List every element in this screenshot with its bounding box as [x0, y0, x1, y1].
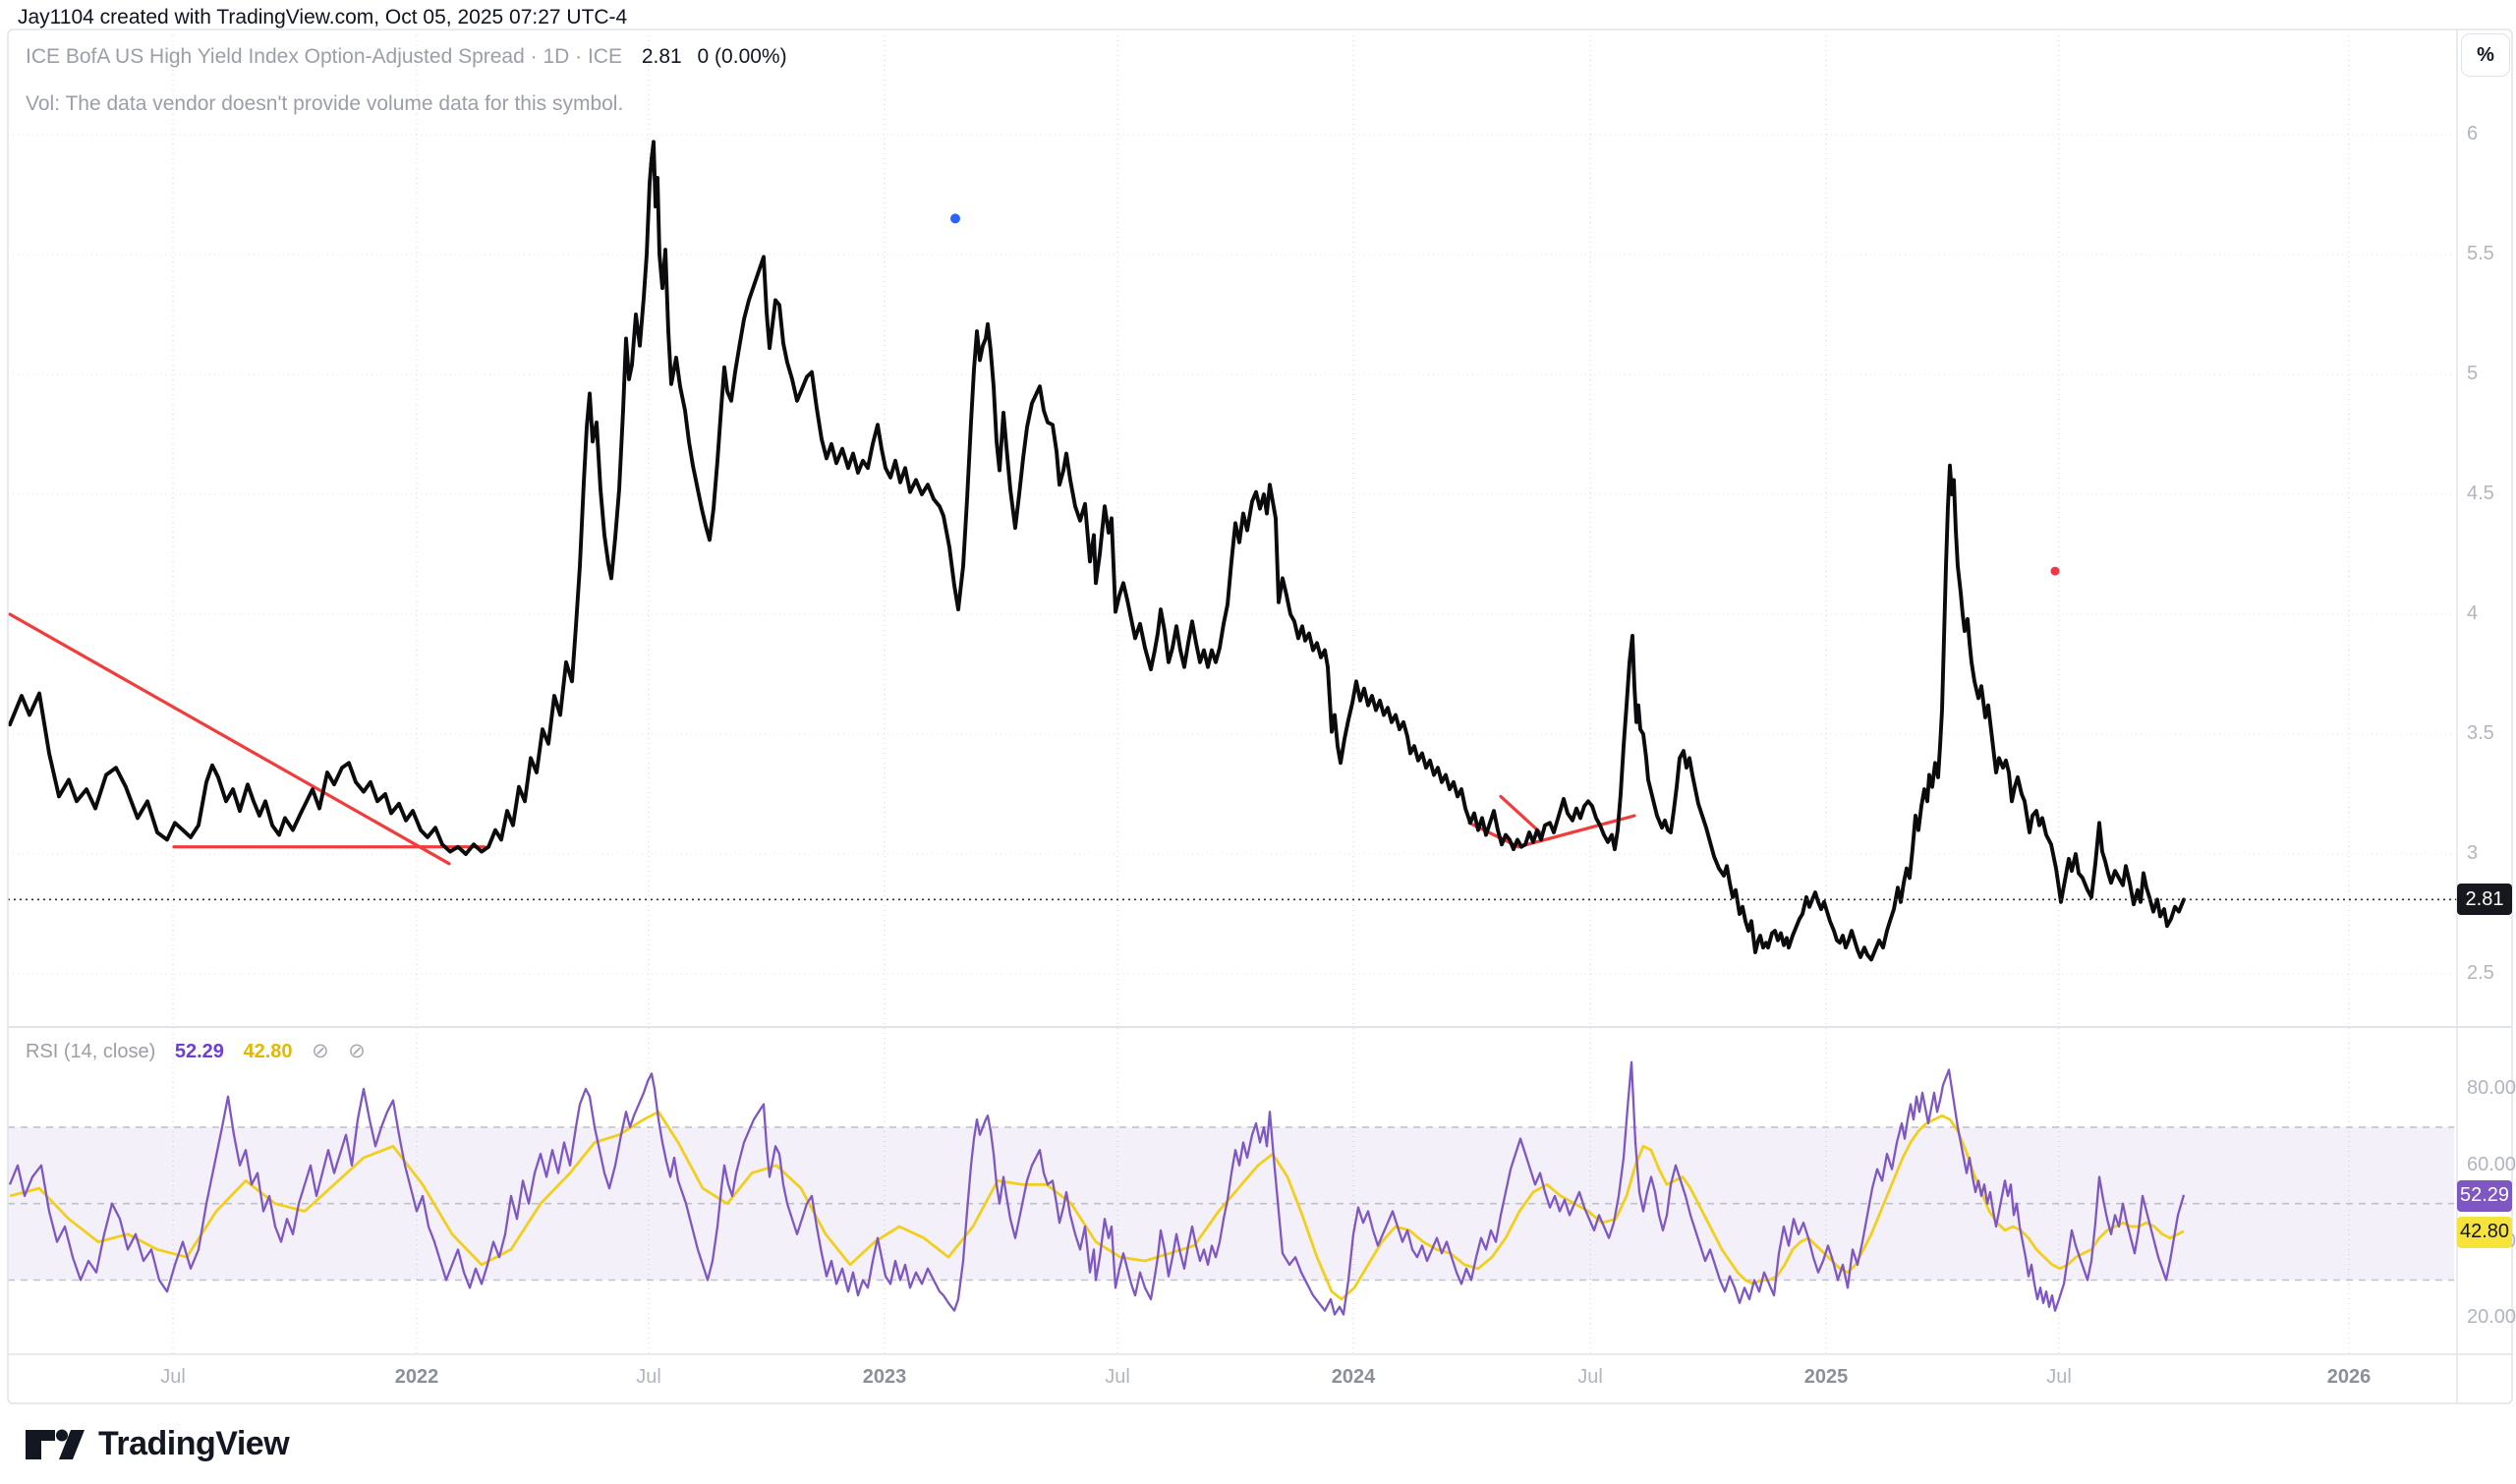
price-tick-label: 4 — [2467, 602, 2479, 624]
rsi-tick-label: 20.00 — [2467, 1306, 2516, 1329]
price-tick-label: 2.5 — [2467, 962, 2494, 984]
price-tick-label: 3 — [2467, 842, 2479, 864]
rsi-ma-value: 42.80 — [243, 1041, 293, 1062]
rsi-legend: RSI (14, close) 52.29 42.80 ⊘ ⊘ — [26, 1039, 366, 1063]
time-tick-label: Jul — [636, 1366, 661, 1388]
price-tick-label: 5.5 — [2467, 243, 2494, 264]
time-tick-label: Jul — [1577, 1366, 1603, 1388]
price-tick-label: 6 — [2467, 123, 2479, 144]
price-series-line — [8, 140, 2186, 962]
hide-rsi-ma-icon[interactable]: ⊘ — [348, 1040, 366, 1062]
price-tick-label: 4.5 — [2467, 483, 2494, 504]
rsi-value-badge: 42.80 — [2457, 1216, 2512, 1248]
hide-rsi-icon[interactable]: ⊘ — [312, 1040, 329, 1062]
time-tick-label: 2025 — [1803, 1366, 1849, 1388]
symbol-change: 0 (0.00%) — [697, 45, 787, 68]
time-tick-label: 2022 — [394, 1366, 439, 1388]
rsi-ma-line — [9, 1110, 2185, 1301]
tradingview-logo-text: TradingView — [98, 1425, 290, 1462]
rsi-line — [8, 1060, 2186, 1316]
last-price-badge: 2.81 — [2457, 884, 2512, 916]
time-tick-label: 2024 — [1331, 1366, 1376, 1388]
rsi-title: RSI (14, close) — [26, 1041, 156, 1062]
trendline — [1499, 794, 1542, 834]
attribution-text: Jay1104 created with TradingView.com, Oc… — [18, 6, 628, 29]
rsi-tick-label: 80.00 — [2467, 1077, 2516, 1099]
trendline — [8, 612, 451, 866]
time-tick-label: Jul — [1105, 1366, 1130, 1388]
rsi-band — [8, 1126, 2454, 1281]
volume-note: Vol: The data vendor doesn't provide vol… — [26, 92, 624, 115]
red-dot — [2050, 566, 2060, 576]
footer: TradingView — [24, 1425, 290, 1463]
price-tick-label: 3.5 — [2467, 722, 2494, 744]
blue-dot — [950, 213, 960, 224]
symbol-legend: ICE BofA US High Yield Index Option-Adju… — [26, 45, 787, 69]
widget-border — [7, 29, 2513, 1404]
symbol-title: ICE BofA US High Yield Index Option-Adju… — [26, 45, 622, 68]
price-axis-unit-button[interactable]: % — [2461, 33, 2510, 77]
symbol-last-price: 2.81 — [641, 45, 682, 68]
time-tick-label: 2026 — [2326, 1366, 2372, 1388]
time-tick-label: 2023 — [862, 1366, 907, 1388]
time-tick-label: Jul — [160, 1366, 186, 1388]
price-tick-label: 5 — [2467, 363, 2479, 384]
rsi-value-badge: 52.29 — [2457, 1179, 2512, 1212]
rsi-tick-label: 60.00 — [2467, 1153, 2516, 1175]
trendline — [1516, 814, 1636, 849]
time-tick-label: Jul — [2046, 1366, 2072, 1388]
tradingview-logo-icon — [26, 1429, 85, 1459]
rsi-value: 52.29 — [174, 1041, 224, 1062]
